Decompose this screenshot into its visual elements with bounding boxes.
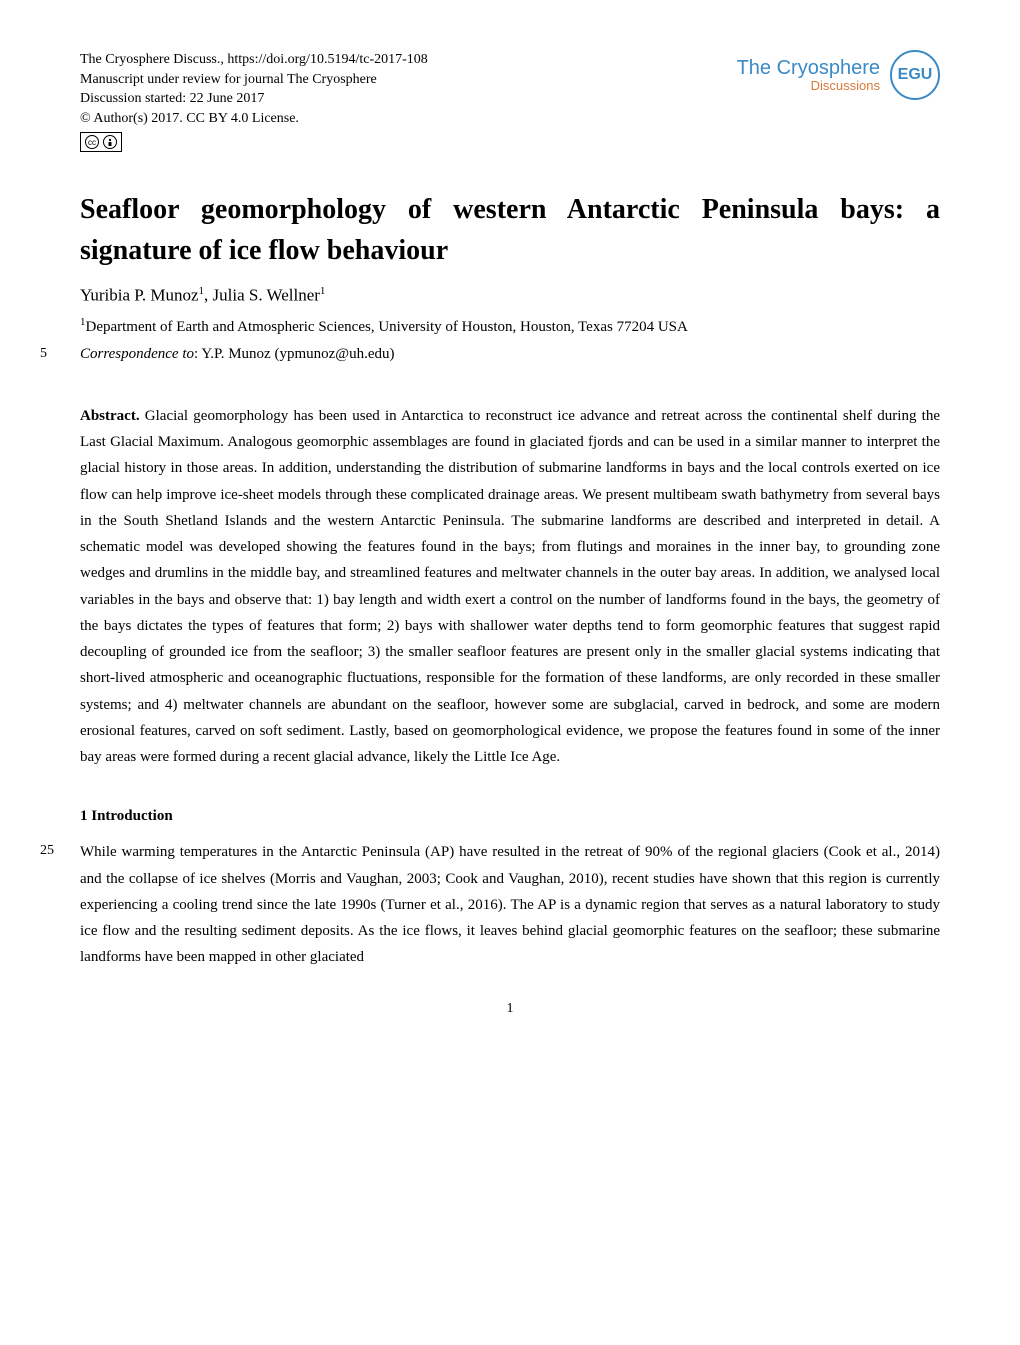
author-sep: , Julia S. Wellner — [204, 286, 320, 305]
section-1-body: 25 While warming temperatures in the Ant… — [80, 839, 940, 970]
egu-text: EGU — [898, 66, 933, 84]
license-line: © Author(s) 2017. CC BY 4.0 License. — [80, 109, 428, 129]
abstract-text: Glacial geomorphology has been used in A… — [80, 408, 940, 765]
author-1: Yuribia P. Munoz — [80, 286, 199, 305]
header-row: The Cryosphere Discuss., https://doi.org… — [80, 50, 940, 152]
abstract: Abstract. Glacial geomorphology has been… — [80, 403, 940, 771]
header-right: The Cryosphere Discussions EGU — [737, 50, 940, 100]
line-number-25: 25 — [40, 839, 54, 864]
cc-icon: cc — [85, 135, 99, 149]
section-1-text: While warming temperatures in the Antarc… — [80, 844, 940, 965]
correspondence-text: : Y.P. Munoz (ypmunoz@uh.edu) — [194, 346, 394, 362]
correspondence: 5 Correspondence to: Y.P. Munoz (ypmunoz… — [80, 346, 940, 363]
correspondence-label: Correspondence to — [80, 346, 194, 362]
abstract-label: Abstract. — [80, 408, 140, 424]
manuscript-line: Manuscript under review for journal The … — [80, 70, 428, 90]
paper-title-line2: signature of ice flow behaviour — [80, 233, 940, 269]
author-2-sup: 1 — [320, 285, 326, 297]
authors: Yuribia P. Munoz1, Julia S. Wellner1 — [80, 285, 940, 306]
journal-subtitle: Discussions — [737, 79, 880, 93]
discussion-date-line: Discussion started: 22 June 2017 — [80, 89, 428, 109]
journal-name: The Cryosphere Discussions — [737, 57, 880, 93]
affiliation-text: Department of Earth and Atmospheric Scie… — [86, 319, 688, 335]
paper-title-line1: Seafloor geomorphology of western Antarc… — [80, 192, 940, 228]
header-left: The Cryosphere Discuss., https://doi.org… — [80, 50, 428, 152]
egu-badge: EGU — [890, 50, 940, 100]
section-1-heading: 1 Introduction — [80, 808, 940, 825]
doi-line: The Cryosphere Discuss., https://doi.org… — [80, 50, 428, 70]
line-number-5: 5 — [40, 346, 47, 362]
by-icon — [103, 135, 117, 149]
page-number: 1 — [80, 1001, 940, 1017]
affiliation: 1Department of Earth and Atmospheric Sci… — [80, 316, 940, 336]
journal-title: The Cryosphere — [737, 57, 880, 79]
cc-license-badge: cc — [80, 132, 122, 152]
